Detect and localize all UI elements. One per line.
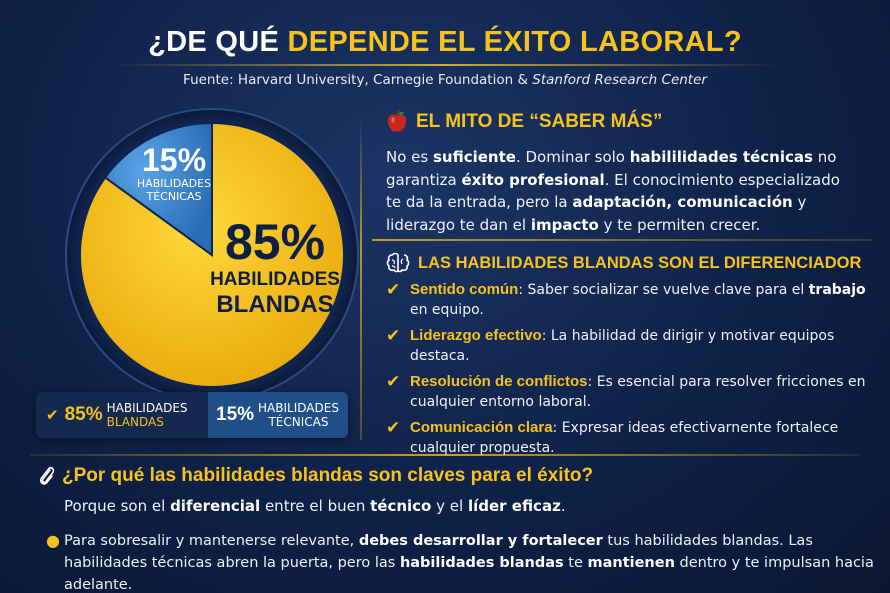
- emphasis-text: impacto: [530, 215, 599, 234]
- skill-item: ✔ Liderazgo efectivo: La habilidad de dir…: [386, 326, 866, 366]
- skill-text: Comunicación clara: Expresar ideas efect…: [410, 418, 866, 458]
- skill-item: ✔ Sentido común: Saber socializar se vuel…: [386, 280, 866, 320]
- legend-soft-text: HABILIDADES BLANDAS: [107, 401, 188, 429]
- bottom-divider: [30, 454, 860, 456]
- emphasis-text: debes desarrollar y fortalecer: [358, 533, 603, 549]
- pie-slice-tech: [103, 121, 213, 257]
- legend-tech-pct: 15%: [216, 404, 255, 425]
- body-text: entre el buen: [260, 497, 371, 515]
- skills-list: ✔ Sentido común: Saber socializar se vuel…: [386, 280, 866, 464]
- skill-description: : Es esencial para resolver fricciones e…: [410, 374, 866, 410]
- chart-legend: ✔ 85% HABILIDADES BLANDAS 15% HABILIDADE…: [36, 392, 348, 438]
- soft-slice-label: 85% HABILIDADES BLANDAS: [190, 215, 360, 318]
- tech-slice-label: 15% HABILIDADES TÉCNICAS: [114, 143, 234, 203]
- tech-slice-pct: 15%: [141, 142, 207, 178]
- why-heading: ¿Por qué las habilidades blandas son cla…: [38, 465, 593, 487]
- body-text: No es: [386, 148, 433, 166]
- myth-heading: EL MITO DE “SABER MÁS”: [386, 110, 662, 134]
- checkmark-icon: ✔: [386, 372, 401, 392]
- legend-tech-text: HABILIDADES TÉCNICAS: [258, 401, 339, 429]
- body-text: te: [563, 555, 588, 571]
- body-text: y te permiten crecer.: [598, 215, 761, 234]
- brain-icon: [386, 252, 410, 274]
- skill-name: Resolución de conflictos: [410, 373, 588, 390]
- body-text: Para sobresalir y mantenerse relevante,: [64, 533, 359, 549]
- body-text: tus habilidades blandas. Las habilidades…: [64, 533, 813, 571]
- skill-text: Liderazgo efectivo: La habilidad de diri…: [410, 326, 866, 366]
- differentiator-heading-text: LAS HABILIDADES BLANDAS SON EL DIFERENCI…: [418, 253, 862, 272]
- why-statement: Porque son el diferencial entre el buen …: [64, 497, 566, 515]
- skill-description-text: : Saber socializar se vuelve clave para …: [518, 282, 809, 298]
- bullet-dot-icon: ●: [46, 531, 60, 550]
- why-heading-text: ¿Por qué las habilidades blandas son cla…: [62, 465, 594, 486]
- emphasis-text: éxito profesional: [461, 170, 605, 189]
- differentiator-heading: LAS HABILIDADES BLANDAS SON EL DIFERENCI…: [386, 252, 861, 274]
- body-text: .: [560, 497, 566, 515]
- body-text: y liderazgo te dan el: [386, 193, 807, 234]
- emphasis-text: diferencial: [170, 497, 261, 515]
- page-title: ¿DE QUÉ DEPENDE EL ÉXITO LABORAL?: [0, 26, 890, 59]
- checkmark-icon: ✔: [46, 406, 59, 424]
- title-part-yellow: DEPENDE EL ÉXITO LABORAL?: [287, 26, 742, 58]
- skill-name: Comunicación clara: [410, 419, 553, 436]
- skill-name: Liderazgo efectivo: [410, 327, 542, 344]
- emphasis-text: adaptación, comunicación: [572, 193, 793, 211]
- body-text: no garantiza: [386, 148, 837, 189]
- emphasis-text: líder eficaz: [467, 497, 561, 515]
- checkmark-icon: ✔: [386, 418, 401, 438]
- emphasis-text: suficiente: [432, 148, 516, 166]
- checkmark-icon: ✔: [386, 326, 401, 346]
- skill-description-tail: en equipo.: [410, 302, 484, 318]
- myth-heading-text: EL MITO DE “SABER MÁS”: [416, 111, 663, 132]
- skill-emphasis: trabajo: [808, 282, 866, 298]
- tech-slice-line2: TÉCNICAS: [146, 190, 202, 203]
- legend-item-tech: 15% HABILIDADES TÉCNICAS: [208, 392, 348, 438]
- skill-description-text: : Es esencial para resolver fricciones e…: [410, 374, 866, 410]
- legend-tech-line2: TÉCNICAS: [268, 415, 329, 429]
- legend-item-soft: ✔ 85% HABILIDADES BLANDAS: [36, 392, 208, 438]
- myth-paragraph: No es suficiente. Dominar solo habililid…: [386, 146, 856, 236]
- source-prefix: Fuente: Harvard University, Carnegie Fou…: [183, 72, 533, 88]
- body-text: dentro y te impulsan hacia adelante.: [64, 555, 874, 593]
- legend-soft-pct: 85%: [64, 404, 103, 425]
- soft-slice-pct: 85%: [224, 214, 326, 270]
- soft-slice-line2: BLANDAS: [216, 291, 334, 318]
- skill-item: ✔ Resolución de conflictos: Es esencial p…: [386, 372, 866, 412]
- legend-soft-line1: HABILIDADES: [106, 401, 188, 415]
- section-divider: [372, 239, 872, 241]
- apple-icon: [386, 110, 408, 134]
- skill-description-text: : Expresar ideas efectivarnente fortalec…: [410, 420, 839, 456]
- body-text: . Dominar solo: [515, 148, 630, 166]
- soft-slice-line1: HABILIDADES: [210, 269, 340, 290]
- title-divider: [110, 64, 780, 66]
- skill-name: Sentido común: [410, 281, 519, 298]
- pie-chart-svg: [65, 108, 359, 402]
- skill-description: : Expresar ideas efectivarnente fortalec…: [410, 420, 838, 456]
- tech-slice-line1: HABILIDADES: [136, 177, 212, 190]
- skill-text: Sentido común: Saber socializar se vuelv…: [410, 280, 866, 320]
- title-part-white: ¿DE QUÉ: [148, 26, 288, 58]
- emphasis-text: mantienen: [587, 555, 675, 571]
- checkmark-icon: ✔: [386, 280, 401, 300]
- skill-description-text: : La habilidad de dirigir y motivar equi…: [410, 328, 835, 364]
- source-italic: Stanford Research Center: [532, 72, 707, 88]
- vertical-divider: [360, 118, 362, 440]
- body-text: Porque son el: [64, 497, 171, 515]
- skill-item: ✔ Comunicación clara: Expresar ideas efec…: [386, 418, 866, 458]
- why-bullet: ● Para sobresalir y mantenerse relevante…: [46, 530, 876, 593]
- emphasis-text: técnico: [370, 497, 432, 515]
- emphasis-text: habilidades blandas: [399, 555, 564, 571]
- skill-description: : Saber socializar se vuelve clave para …: [410, 282, 866, 318]
- skill-description: : La habilidad de dirigir y motivar equi…: [410, 328, 834, 364]
- pie-chart: 15% HABILIDADES TÉCNICAS 85% HABILIDADES…: [62, 105, 362, 405]
- why-bullet-text: Para sobresalir y mantenerse relevante, …: [64, 530, 876, 593]
- paperclip-icon: [38, 465, 56, 487]
- skill-text: Resolución de conflictos: Es esencial pa…: [410, 372, 866, 412]
- body-text: y el: [431, 497, 468, 515]
- body-text: . El conocimiento especializado te da la…: [386, 170, 840, 212]
- emphasis-text: habililidades técnicas: [629, 148, 813, 166]
- legend-soft-line2: BLANDAS: [106, 415, 164, 429]
- legend-tech-line1: HABILIDADES: [258, 401, 339, 415]
- source-line: Fuente: Harvard University, Carnegie Fou…: [0, 72, 890, 88]
